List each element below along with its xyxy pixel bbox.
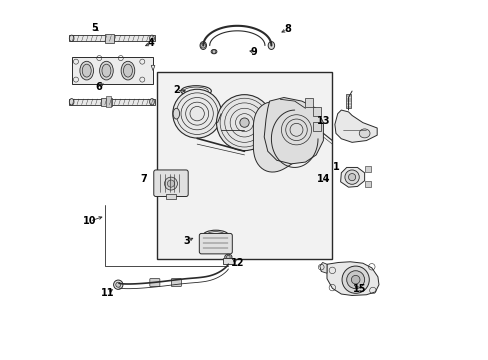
Polygon shape [340, 167, 364, 187]
Text: 4: 4 [147, 38, 154, 48]
Bar [312, 107, 320, 116]
Ellipse shape [82, 64, 91, 77]
Bar [305, 98, 313, 107]
Bar [69, 36, 155, 41]
Ellipse shape [359, 129, 369, 138]
Ellipse shape [100, 61, 113, 80]
Ellipse shape [121, 61, 135, 80]
Polygon shape [264, 98, 323, 164]
Text: 13: 13 [316, 116, 329, 126]
Circle shape [226, 255, 230, 259]
Circle shape [116, 282, 121, 287]
Ellipse shape [149, 99, 154, 105]
Bar [364, 166, 370, 172]
Circle shape [351, 275, 359, 284]
Bar [165, 194, 176, 199]
Ellipse shape [200, 41, 206, 49]
Text: 5: 5 [91, 23, 98, 33]
Text: 11: 11 [101, 288, 114, 298]
Ellipse shape [173, 108, 179, 119]
Bar [106, 96, 110, 107]
Circle shape [239, 118, 249, 127]
Circle shape [172, 89, 221, 138]
FancyBboxPatch shape [199, 233, 232, 254]
Bar [69, 99, 155, 105]
Wedge shape [151, 65, 155, 71]
Polygon shape [319, 262, 326, 273]
Circle shape [344, 170, 359, 184]
Text: 1: 1 [332, 162, 339, 172]
Bar [156, 72, 332, 259]
Ellipse shape [224, 254, 231, 260]
Circle shape [212, 50, 215, 53]
Circle shape [216, 95, 272, 150]
Polygon shape [334, 110, 376, 142]
Ellipse shape [123, 64, 132, 77]
Ellipse shape [69, 35, 74, 41]
Polygon shape [326, 262, 378, 296]
Circle shape [167, 180, 174, 187]
Text: 12: 12 [231, 258, 244, 268]
Text: 3: 3 [183, 236, 190, 246]
Ellipse shape [149, 35, 154, 41]
FancyBboxPatch shape [149, 279, 160, 287]
FancyBboxPatch shape [153, 170, 188, 197]
Text: 9: 9 [250, 47, 257, 57]
Circle shape [201, 43, 205, 48]
Bar [346, 94, 350, 108]
Bar [101, 98, 112, 106]
Circle shape [346, 271, 364, 289]
Ellipse shape [211, 49, 217, 54]
Bar [104, 34, 113, 42]
Bar [312, 122, 320, 131]
Text: 2: 2 [173, 85, 180, 95]
Circle shape [341, 266, 368, 293]
Ellipse shape [267, 41, 274, 49]
FancyBboxPatch shape [171, 279, 181, 287]
Text: 14: 14 [317, 174, 330, 184]
Text: 6: 6 [95, 82, 102, 92]
Bar [72, 57, 153, 84]
Text: 7: 7 [140, 174, 146, 184]
Polygon shape [253, 102, 314, 172]
Circle shape [113, 280, 122, 289]
Circle shape [164, 177, 177, 190]
Ellipse shape [80, 61, 93, 80]
Ellipse shape [102, 64, 111, 77]
Text: 15: 15 [352, 284, 366, 294]
Ellipse shape [69, 99, 74, 105]
Bar [223, 258, 233, 264]
Circle shape [348, 174, 355, 181]
Text: 10: 10 [82, 216, 96, 226]
Bar [364, 181, 370, 187]
Text: 8: 8 [284, 24, 290, 35]
